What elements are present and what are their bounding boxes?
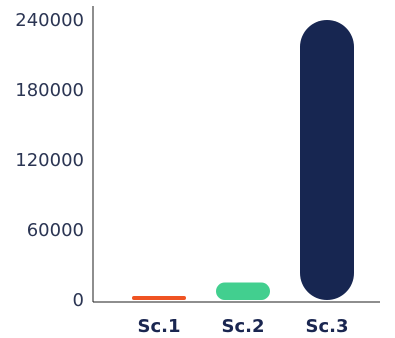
bar-sc-1 [132,296,186,300]
y-tick-label: 180000 [15,80,84,101]
y-tick-label: 0 [73,290,84,311]
bar-sc-2 [216,282,270,300]
bars [132,20,354,300]
y-tick-label: 120000 [15,150,84,171]
x-axis-labels: Sc.1 Sc.2 Sc.3 [138,316,349,337]
y-tick-label: 240000 [15,10,84,31]
x-tick-label: Sc.3 [306,316,349,337]
x-tick-label: Sc.2 [222,316,265,337]
x-tick-label: Sc.1 [138,316,181,337]
y-axis-ticks: 0 60000 120000 180000 240000 [15,10,84,311]
y-tick-label: 60000 [27,220,84,241]
bar-sc-3 [300,20,354,300]
